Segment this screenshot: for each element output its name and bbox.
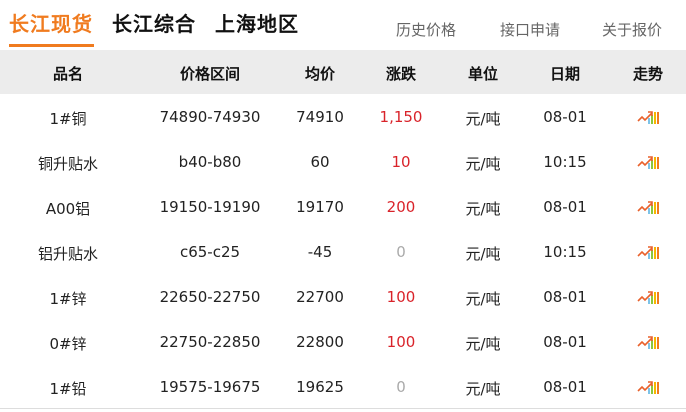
tab-changjiang-spot[interactable]: 长江现货 — [9, 12, 93, 36]
date: 10:15 — [543, 153, 587, 171]
product-name[interactable]: 0#锌 — [49, 335, 87, 353]
product-name[interactable]: A00铝 — [45, 200, 91, 218]
price-range: 19575-19675 — [159, 378, 261, 396]
col-date: 日期 — [549, 65, 581, 83]
history-price-link[interactable]: 历史价格 — [396, 21, 457, 39]
table-row[interactable]: 铜升贴水 b40-b80 60 10 元/吨 10:15 — [0, 140, 686, 185]
table-row[interactable]: 1#铜 74890-74930 74910 1,150 元/吨 08-01 — [0, 95, 686, 140]
avg-price: 22700 — [296, 288, 344, 306]
price-range: 74890-74930 — [159, 108, 261, 126]
avg-price: -45 — [307, 243, 333, 261]
table-row[interactable]: 铝升贴水 c65-c25 -45 0 元/吨 10:15 — [0, 230, 686, 275]
table-row[interactable]: 1#铅 19575-19675 19625 0 元/吨 08-01 — [0, 365, 686, 410]
col-avg: 均价 — [304, 65, 336, 83]
date: 08-01 — [543, 333, 587, 351]
col-change: 涨跌 — [385, 65, 417, 83]
price-change: 0 — [396, 243, 406, 261]
price-change: 100 — [386, 333, 416, 351]
price-change: 10 — [391, 153, 411, 171]
avg-price: 74910 — [296, 108, 344, 126]
product-name[interactable]: 铜升贴水 — [37, 155, 99, 173]
avg-price: 19625 — [296, 378, 344, 396]
price-range: 22650-22750 — [159, 288, 261, 306]
date: 10:15 — [543, 243, 587, 261]
price-range: b40-b80 — [178, 153, 242, 171]
trend-chart-icon[interactable] — [637, 335, 659, 353]
active-tab-indicator — [9, 44, 94, 47]
price-change: 200 — [386, 198, 416, 216]
tab-shanghai[interactable]: 上海地区 — [215, 12, 299, 36]
date: 08-01 — [543, 378, 587, 396]
trend-chart-icon[interactable] — [637, 380, 659, 398]
unit: 元/吨 — [465, 380, 501, 398]
unit: 元/吨 — [465, 200, 501, 218]
trend-chart-icon[interactable] — [637, 155, 659, 173]
trend-chart-icon[interactable] — [637, 200, 659, 218]
col-unit: 单位 — [467, 65, 499, 83]
price-range: 22750-22850 — [159, 333, 261, 351]
tab-changjiang-composite[interactable]: 长江综合 — [112, 12, 196, 36]
price-change: 100 — [386, 288, 416, 306]
avg-price: 60 — [310, 153, 330, 171]
unit: 元/吨 — [465, 155, 501, 173]
table-row[interactable]: 1#锌 22650-22750 22700 100 元/吨 08-01 — [0, 275, 686, 320]
unit: 元/吨 — [465, 245, 501, 263]
price-change: 0 — [396, 378, 406, 396]
product-name[interactable]: 1#锌 — [49, 290, 87, 308]
avg-price: 19170 — [296, 198, 344, 216]
table-row[interactable]: A00铝 19150-19190 19170 200 元/吨 08-01 — [0, 185, 686, 230]
about-quote-link[interactable]: 关于报价 — [602, 21, 663, 39]
price-change: 1,150 — [379, 108, 423, 126]
date: 08-01 — [543, 198, 587, 216]
col-trend: 走势 — [632, 65, 664, 83]
col-range: 价格区间 — [179, 65, 241, 83]
price-range: c65-c25 — [179, 243, 241, 261]
price-range: 19150-19190 — [159, 198, 261, 216]
trend-chart-icon[interactable] — [637, 245, 659, 263]
table-row[interactable]: 0#锌 22750-22850 22800 100 元/吨 08-01 — [0, 320, 686, 365]
trend-chart-icon[interactable] — [637, 290, 659, 308]
unit: 元/吨 — [465, 110, 501, 128]
api-apply-link[interactable]: 接口申请 — [500, 21, 561, 39]
product-name[interactable]: 1#铜 — [49, 110, 87, 128]
unit: 元/吨 — [465, 335, 501, 353]
product-name[interactable]: 铝升贴水 — [37, 245, 99, 263]
table-bottom-border — [0, 408, 686, 409]
top-bar: 长江现货 长江综合 上海地区 历史价格 接口申请 关于报价 — [0, 0, 686, 50]
trend-chart-icon[interactable] — [637, 110, 659, 128]
col-name: 品名 — [52, 65, 84, 83]
avg-price: 22800 — [296, 333, 344, 351]
unit: 元/吨 — [465, 290, 501, 308]
date: 08-01 — [543, 108, 587, 126]
table-header: 品名 价格区间 均价 涨跌 单位 日期 走势 — [0, 50, 686, 94]
product-name[interactable]: 1#铅 — [49, 380, 87, 398]
date: 08-01 — [543, 288, 587, 306]
